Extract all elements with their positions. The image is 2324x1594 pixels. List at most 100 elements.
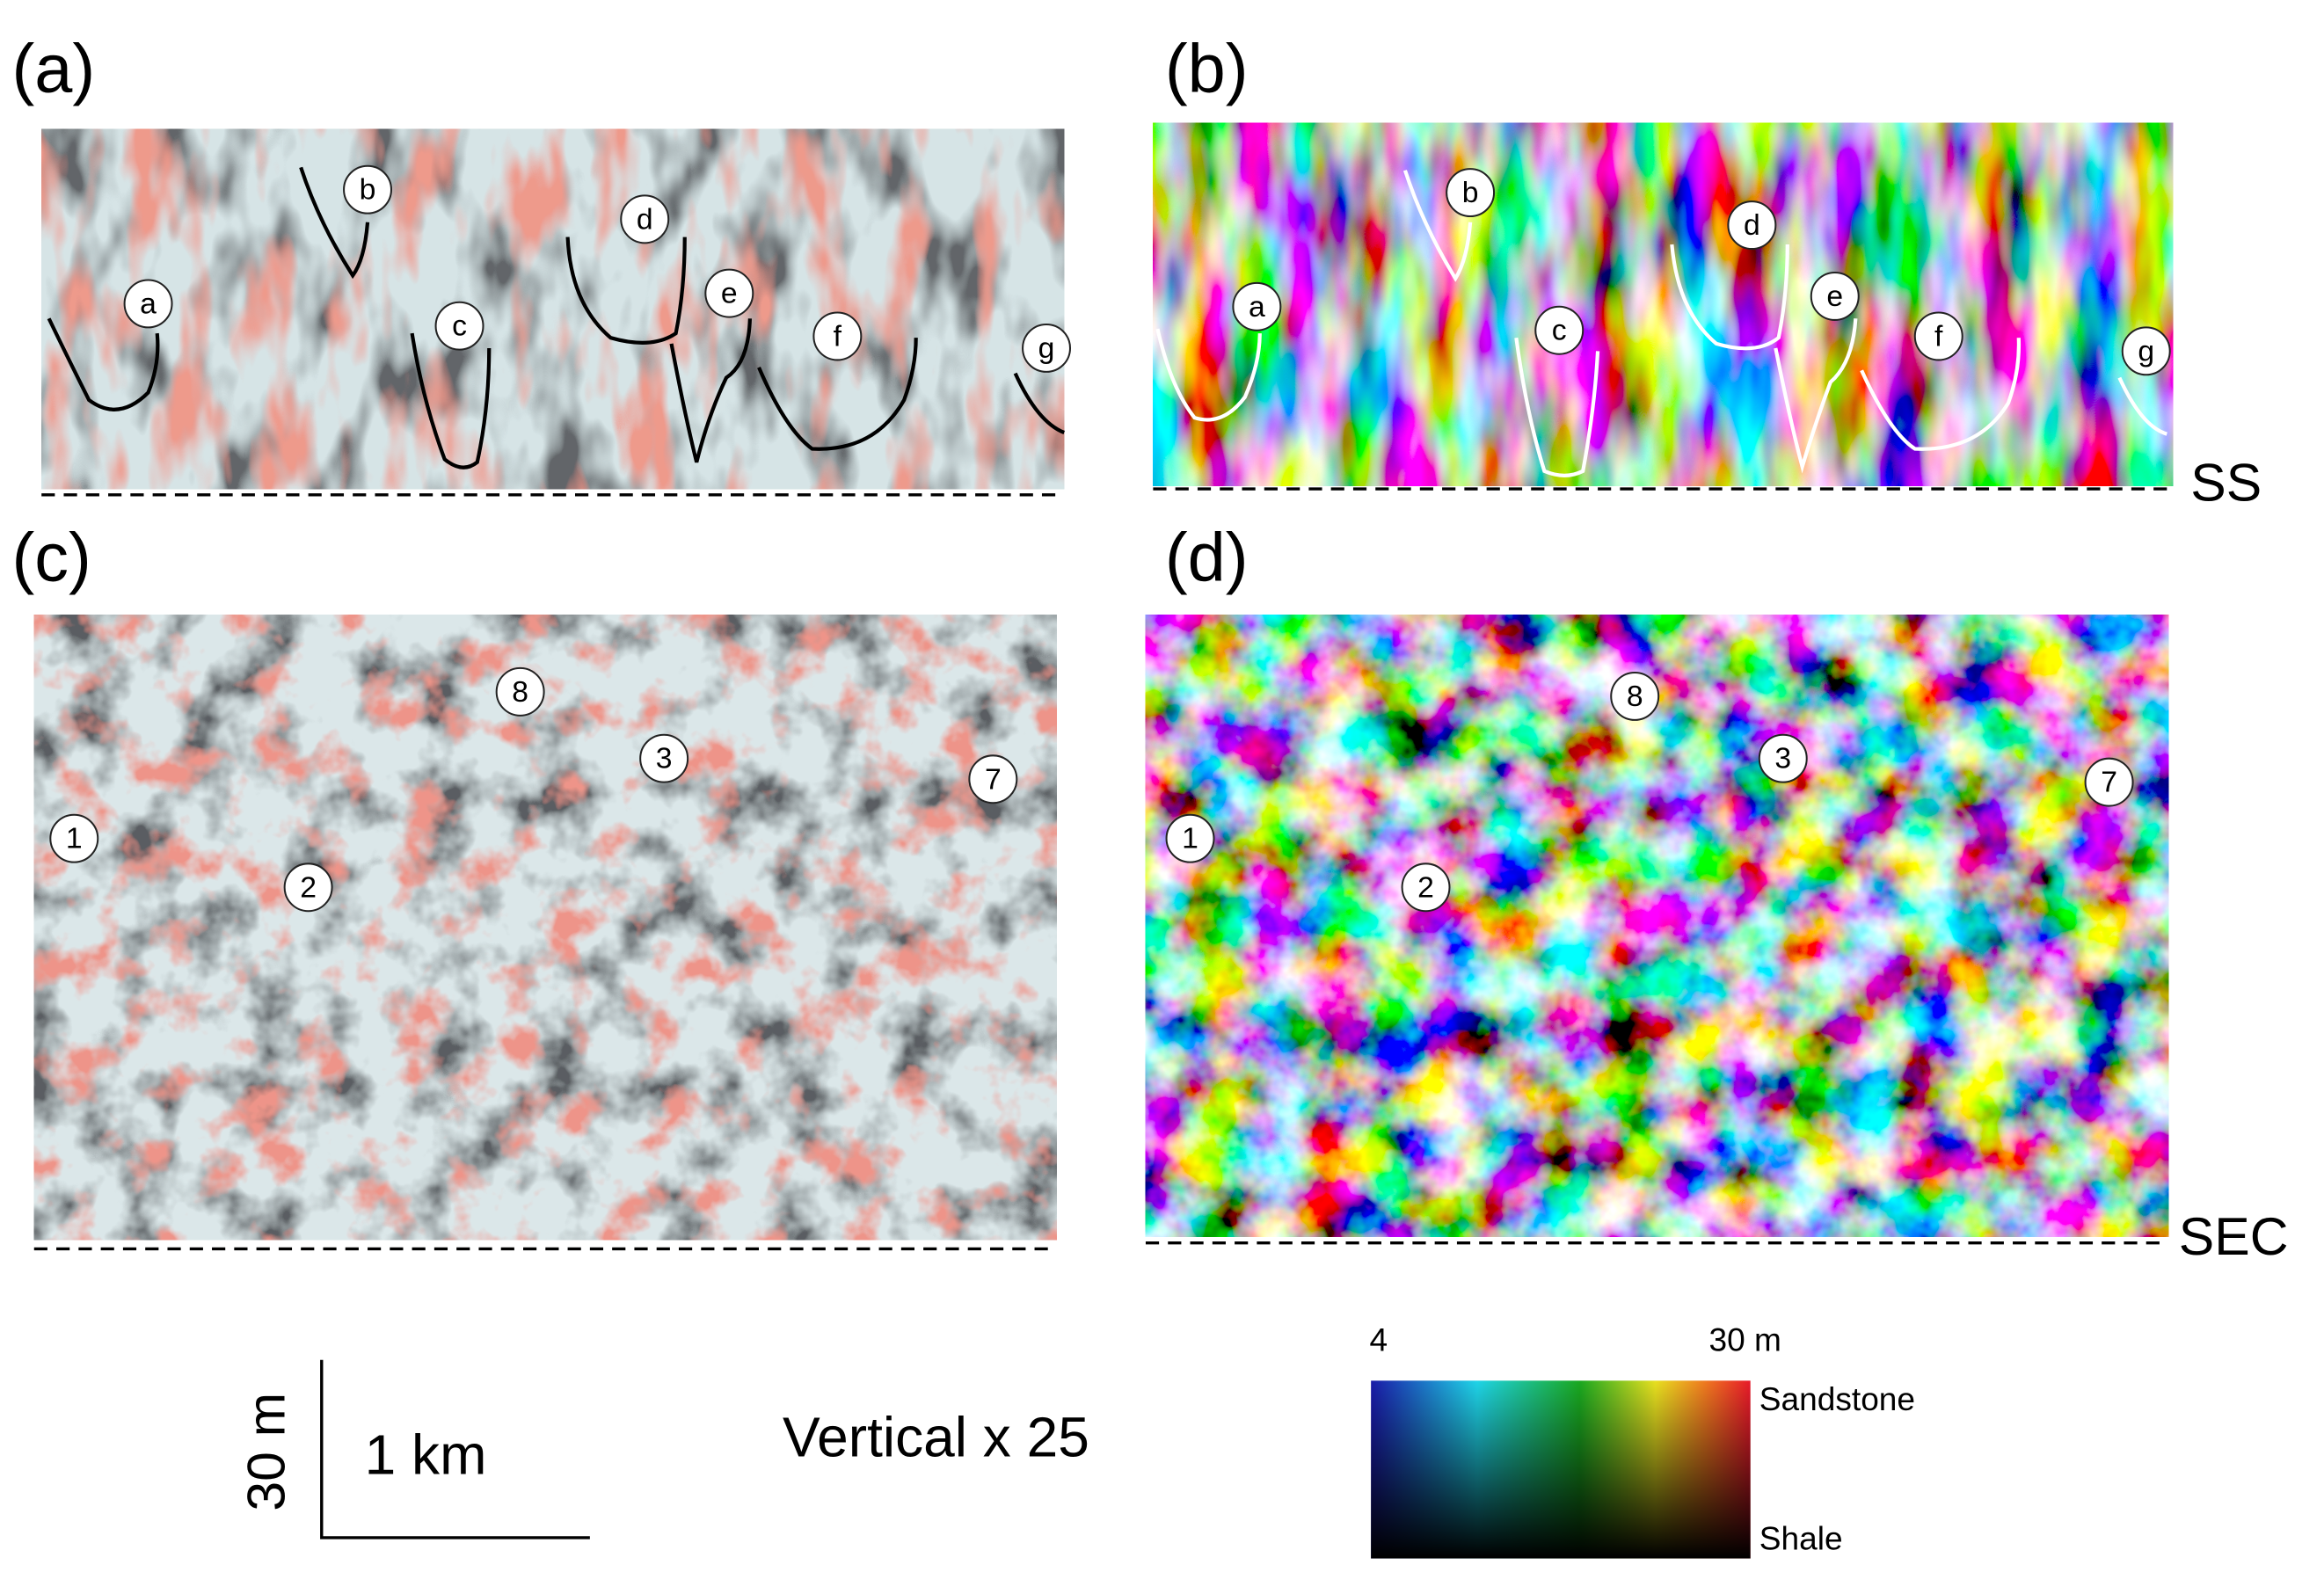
vertical-scale: 30 m bbox=[237, 1393, 296, 1511]
side-label: SS bbox=[2190, 453, 2262, 513]
marker: a bbox=[1232, 281, 1282, 331]
marker-label: g bbox=[2138, 334, 2154, 368]
marker: g bbox=[2121, 326, 2171, 376]
marker-circle bbox=[1446, 168, 1496, 218]
marker: f bbox=[812, 311, 863, 361]
marker: e bbox=[704, 268, 754, 318]
marker-circle bbox=[1727, 200, 1777, 251]
marker-circle bbox=[1758, 733, 1808, 783]
panel-label: (d) bbox=[1165, 520, 1249, 596]
marker-label: 3 bbox=[1774, 742, 1791, 775]
marker: 7 bbox=[2084, 757, 2134, 807]
marker-label: 8 bbox=[1627, 680, 1643, 713]
rgb-map bbox=[1145, 615, 2169, 1237]
marker-label: a bbox=[140, 287, 157, 320]
marker-circle bbox=[620, 194, 670, 244]
marker-label: d bbox=[637, 202, 653, 236]
colorbar-min: 4 bbox=[1369, 1321, 1388, 1358]
marker-label: g bbox=[1038, 331, 1055, 365]
marker-circle bbox=[1401, 863, 1451, 913]
marker-label: e bbox=[1826, 280, 1843, 313]
marker-label: 7 bbox=[2101, 766, 2117, 799]
marker-circle bbox=[343, 164, 393, 215]
rgb-image bbox=[1153, 122, 2174, 486]
marker: 3 bbox=[1758, 733, 1808, 783]
channel-outlines bbox=[47, 166, 1066, 469]
marker: 1 bbox=[49, 813, 99, 863]
marker: 3 bbox=[639, 733, 689, 783]
marker-circle bbox=[968, 754, 1018, 804]
marker-label: d bbox=[1744, 208, 1760, 242]
colorbar-max: 30 m bbox=[1708, 1321, 1781, 1358]
marker-circle bbox=[1534, 305, 1585, 355]
marker-label: b bbox=[1462, 176, 1479, 209]
panel-label: (a) bbox=[11, 31, 95, 106]
marker-label: 3 bbox=[656, 742, 673, 775]
marker: 7 bbox=[968, 754, 1018, 804]
marker-label: f bbox=[834, 319, 842, 353]
marker: d bbox=[620, 194, 670, 244]
marker-circle bbox=[49, 813, 99, 863]
channel-outlines bbox=[1155, 170, 2168, 477]
marker: 1 bbox=[1165, 813, 1215, 863]
marker-label: 2 bbox=[1417, 870, 1434, 904]
panel-b bbox=[1153, 122, 2174, 491]
panel-label: (c) bbox=[11, 520, 91, 596]
marker-circle bbox=[1232, 281, 1282, 331]
marker-circle bbox=[1165, 813, 1215, 863]
marker-circle bbox=[1810, 272, 1860, 321]
marker-label: c bbox=[452, 309, 467, 343]
marker-circle bbox=[639, 733, 689, 783]
marker: a bbox=[123, 279, 173, 329]
marker-label: f bbox=[1934, 319, 1943, 353]
colorbar-top: Sandstone bbox=[1759, 1380, 1915, 1417]
seismic-map bbox=[33, 615, 1057, 1241]
marker-circle bbox=[123, 279, 173, 329]
marker: e bbox=[1810, 272, 1860, 321]
marker-label: a bbox=[1249, 290, 1265, 324]
marker-circle bbox=[812, 311, 863, 361]
side-label: SEC bbox=[2179, 1206, 2289, 1266]
marker-circle bbox=[704, 268, 754, 318]
marker: c bbox=[1534, 305, 1585, 355]
marker-label: b bbox=[360, 173, 376, 207]
colorbar-shade bbox=[1371, 1380, 1751, 1559]
marker: d bbox=[1727, 200, 1777, 251]
marker-label: e bbox=[721, 277, 738, 310]
seismic-image bbox=[41, 128, 1065, 490]
marker-circle bbox=[2121, 326, 2171, 376]
marker: c bbox=[434, 301, 484, 351]
marker: f bbox=[1913, 311, 1963, 361]
marker: 8 bbox=[1610, 671, 1660, 721]
marker-label: 7 bbox=[985, 762, 1002, 796]
marker-label: 1 bbox=[1182, 822, 1198, 855]
horizontal-scale: 1 km bbox=[365, 1423, 487, 1487]
marker-label: c bbox=[1552, 314, 1567, 347]
marker-circle bbox=[434, 301, 484, 351]
marker: 2 bbox=[283, 863, 333, 913]
marker-circle bbox=[495, 666, 545, 717]
marker: b bbox=[1446, 168, 1496, 218]
marker-circle bbox=[1610, 671, 1660, 721]
panel-d bbox=[1145, 615, 2169, 1245]
marker-circle bbox=[1022, 323, 1072, 373]
marker-label: 1 bbox=[66, 822, 83, 855]
colorbar-bottom: Shale bbox=[1759, 1519, 1843, 1556]
marker-label: 8 bbox=[512, 675, 528, 709]
marker: 8 bbox=[495, 666, 545, 717]
marker: g bbox=[1022, 323, 1072, 373]
marker: 2 bbox=[1401, 863, 1451, 913]
scale-lines bbox=[320, 1359, 590, 1539]
exaggeration: Vertical x 25 bbox=[783, 1405, 1089, 1468]
panel-label: (b) bbox=[1165, 31, 1249, 106]
marker-circle bbox=[283, 863, 333, 913]
marker-circle bbox=[1913, 311, 1963, 361]
marker: b bbox=[343, 164, 393, 215]
scale-bar: 30 m 1 km bbox=[237, 1359, 590, 1539]
marker-label: 2 bbox=[300, 870, 317, 904]
colorbar: 4 30 m Sandstone Shale bbox=[1369, 1321, 1915, 1559]
panel-c bbox=[33, 615, 1057, 1251]
markers: a b c d e f g a b c d e f g 8 3 7 1 2 8 3 7 1 2 bbox=[49, 164, 2171, 913]
